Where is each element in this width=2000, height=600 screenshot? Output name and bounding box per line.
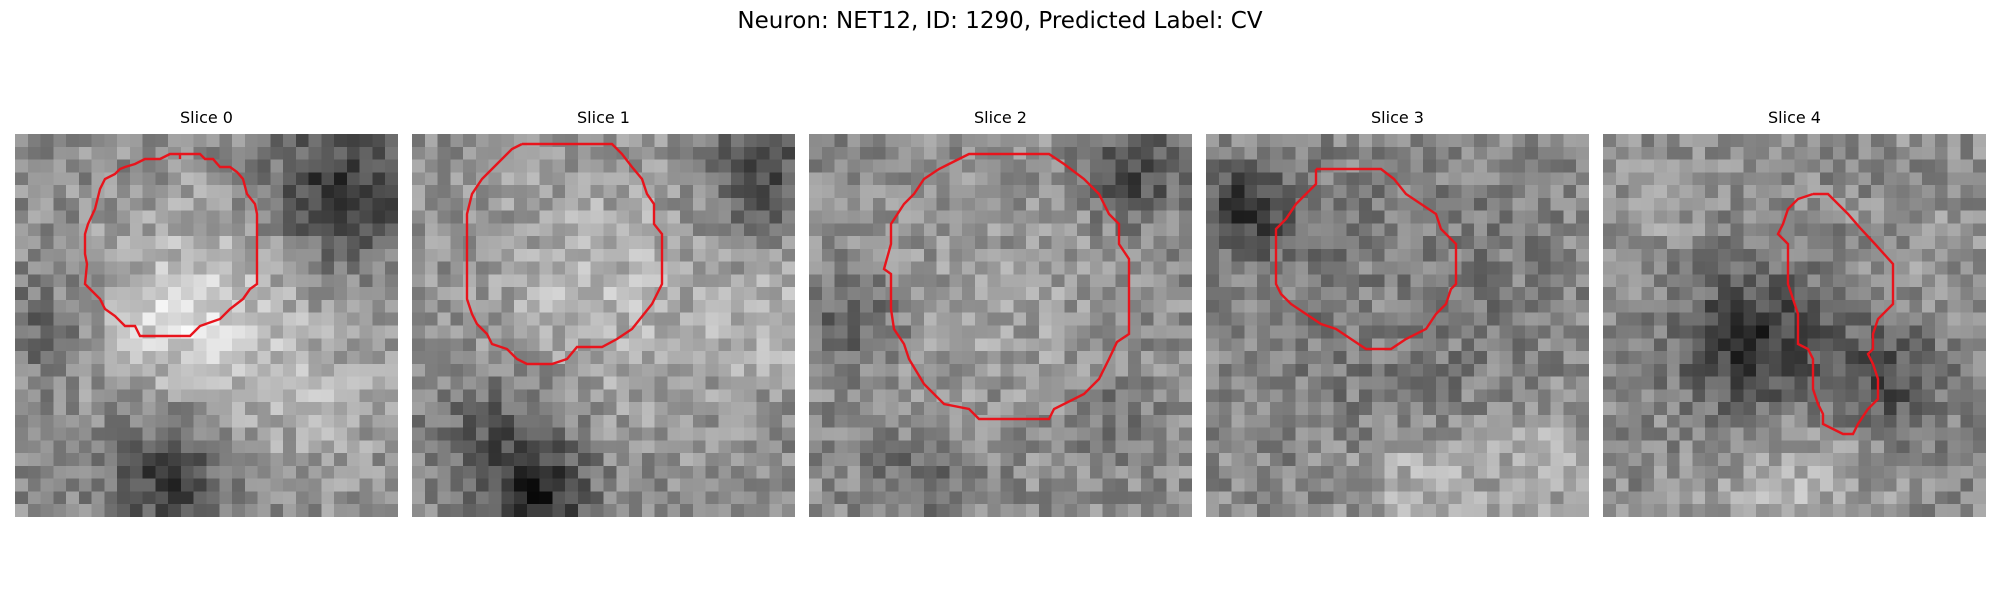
slice-contour-4 [1776, 192, 1895, 436]
slice-contour-1 [465, 142, 664, 366]
slice-image-3 [1206, 134, 1589, 517]
slice-panel-4: Slice 4 [1603, 108, 1986, 517]
slice-image-0 [15, 134, 398, 517]
slice-panel-2: Slice 2 [809, 108, 1192, 517]
slice-contour-2 [882, 152, 1131, 421]
slice-title-3: Slice 3 [1371, 108, 1424, 127]
slice-title-1: Slice 1 [577, 108, 630, 127]
slice-title-4: Slice 4 [1768, 108, 1821, 127]
slice-contour-0 [83, 152, 259, 338]
slice-panel-0: Slice 0 [15, 108, 398, 517]
figure-title: Neuron: NET12, ID: 1290, Predicted Label… [737, 8, 1263, 34]
slice-panel-3: Slice 3 [1206, 108, 1589, 517]
slice-title-0: Slice 0 [180, 108, 233, 127]
slice-title-2: Slice 2 [974, 108, 1027, 127]
slice-image-1 [412, 134, 795, 517]
slice-contour-3 [1274, 167, 1458, 351]
slice-panel-1: Slice 1 [412, 108, 795, 517]
slice-image-4 [1603, 134, 1986, 517]
